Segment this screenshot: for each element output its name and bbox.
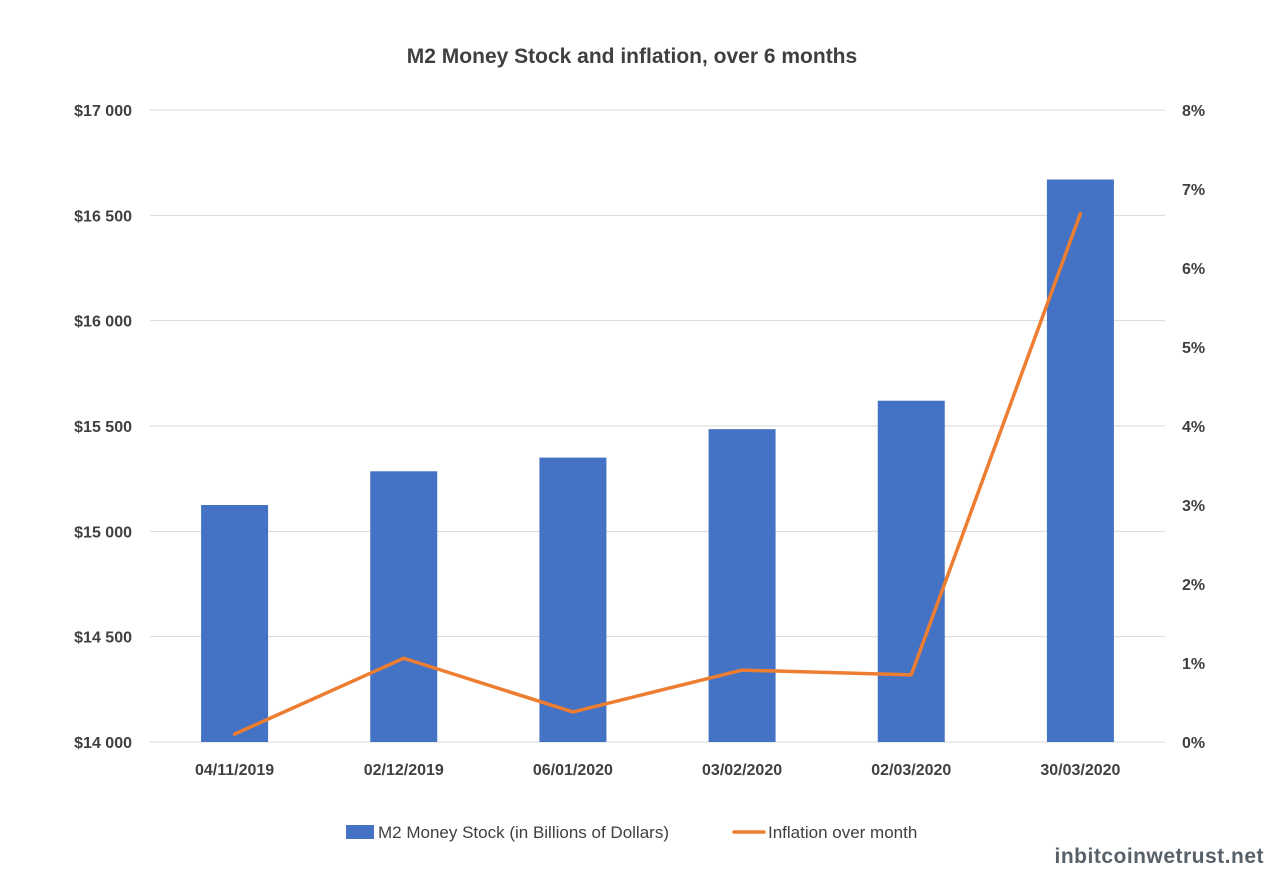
- gridlines: [150, 109, 1165, 743]
- bar-series: [201, 179, 1114, 742]
- y-left-tick-label: $14 000: [74, 735, 132, 752]
- bar: [708, 429, 776, 742]
- x-tick-label: 02/03/2020: [871, 762, 951, 779]
- x-tick-label: 30/03/2020: [1040, 762, 1120, 779]
- y-left-tick-label: $15 500: [74, 419, 132, 436]
- legend: M2 Money Stock (in Billions of Dollars) I…: [346, 823, 917, 842]
- y-right-tick-label: 3%: [1182, 498, 1205, 515]
- y-right-tick-label: 6%: [1182, 261, 1205, 278]
- y-right-tick-label: 8%: [1182, 103, 1205, 120]
- y-right-tick-label: 0%: [1182, 735, 1205, 752]
- legend-label-inflation: Inflation over month: [768, 823, 917, 842]
- y-right-tick-label: 2%: [1182, 577, 1205, 594]
- y-right-tick-label: 5%: [1182, 340, 1205, 357]
- legend-swatch-bar: [346, 825, 374, 839]
- x-tick-label: 03/02/2020: [702, 762, 782, 779]
- chart-title: M2 Money Stock and inflation, over 6 mon…: [407, 45, 857, 68]
- y-right-tick-label: 7%: [1182, 182, 1205, 199]
- line-series: [232, 211, 1083, 736]
- y-right-tick-label: 4%: [1182, 419, 1205, 436]
- watermark: inbitcoinwetrust.net: [1054, 845, 1264, 868]
- bar: [201, 505, 269, 742]
- y-left-tick-label: $16 500: [74, 208, 132, 225]
- inflation-line: [232, 211, 1083, 736]
- x-tick-label: 02/12/2019: [364, 762, 444, 779]
- bar: [370, 471, 438, 742]
- y-left-tick-label: $17 000: [74, 103, 132, 120]
- bar: [877, 400, 945, 742]
- y-right-tick-label: 1%: [1182, 656, 1205, 673]
- y-left-tick-label: $14 500: [74, 630, 132, 647]
- axes: $14 000 $14 500 $15 000 $15 500 $16 000 $16 5…: [74, 103, 1205, 779]
- bar: [1046, 179, 1114, 742]
- y-left-tick-label: $15 000: [74, 524, 132, 541]
- bar: [539, 457, 607, 742]
- x-tick-label: 04/11/2019: [195, 762, 274, 779]
- legend-label-m2: M2 Money Stock (in Billions of Dollars): [378, 823, 669, 842]
- x-tick-label: 06/01/2020: [533, 762, 613, 779]
- y-left-tick-label: $16 000: [74, 314, 132, 331]
